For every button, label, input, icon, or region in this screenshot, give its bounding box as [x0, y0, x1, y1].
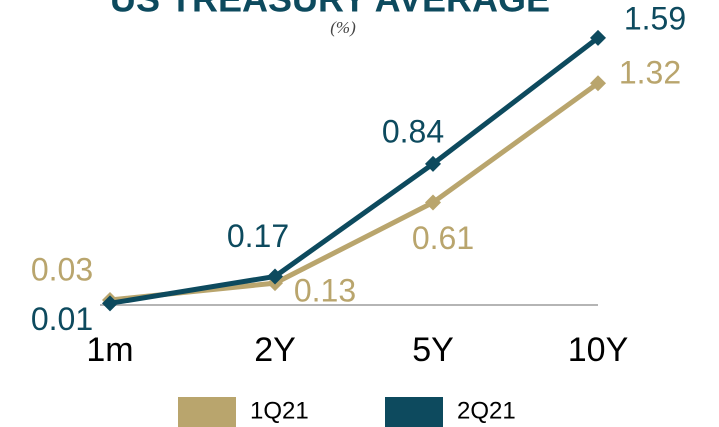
- legend-label: 1Q21: [250, 397, 309, 424]
- point-marker: [425, 155, 441, 172]
- legend-swatch: [385, 397, 443, 427]
- legend-swatch: [178, 397, 236, 427]
- data-label: 1.32: [619, 55, 681, 91]
- point-marker: [102, 295, 118, 312]
- data-label: 0.17: [227, 218, 289, 254]
- data-label: 0.03: [31, 251, 93, 287]
- data-label: 0.13: [294, 273, 356, 309]
- data-label: 0.61: [412, 220, 474, 256]
- data-label: 1.59: [624, 0, 686, 36]
- x-tick-label: 2Y: [254, 331, 296, 369]
- series-line: [109, 35, 600, 306]
- legend-label: 2Q21: [457, 397, 516, 424]
- chart-subtitle: (%): [330, 18, 356, 37]
- point-marker: [267, 268, 283, 285]
- x-tick-label: 5Y: [412, 331, 454, 369]
- point-marker: [590, 29, 606, 46]
- chart-title: US TREASURY AVERAGE: [110, 0, 550, 20]
- data-label: 0.01: [31, 301, 93, 337]
- series-line: [109, 81, 600, 303]
- data-label: 0.84: [382, 113, 444, 149]
- x-tick-label: 1m: [86, 331, 133, 369]
- x-tick-label: 10Y: [568, 331, 629, 369]
- point-marker: [425, 194, 441, 211]
- point-marker: [590, 75, 606, 92]
